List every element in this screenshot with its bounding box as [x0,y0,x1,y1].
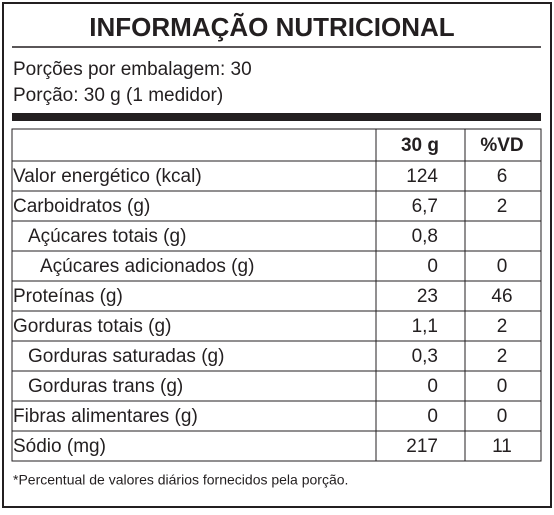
row-label: Carboidratos (g) [13,196,150,217]
footnote: *Percentual de valores diários fornecido… [13,472,348,488]
row-amount: 0 [427,376,438,397]
row-label: Gorduras totais (g) [13,316,171,337]
row-label: Gorduras trans (g) [28,376,183,397]
column-header: %VD [480,135,523,156]
column-header: 30 g [401,135,439,156]
row-label: Gorduras saturadas (g) [28,346,224,367]
row-amount: 217 [406,436,438,457]
row-dv: 0 [497,256,508,277]
row-amount: 0,3 [412,346,438,367]
row-amount: 6,7 [412,196,438,217]
row-dv: 46 [491,286,512,307]
row-amount: 0,8 [412,226,438,247]
row-amount: 0 [427,256,438,277]
row-amount: 0 [427,406,438,427]
servings: Porções por embalagem: 30 [13,59,252,80]
row-label: Açúcares adicionados (g) [40,256,254,277]
table: 30 g %VD Valor energético (kcal) 124 6 Carb… [11,128,542,462]
row-label: Sódio (mg) [13,436,106,457]
row-dv: 2 [497,196,508,217]
row-dv: 2 [497,346,508,367]
row-dv: 11 [492,436,512,457]
table-border [11,128,542,462]
label-border [2,2,552,508]
row-label: Fibras alimentares (g) [13,406,198,427]
row-label: Açúcares totais (g) [28,226,186,247]
row-label: Valor energético (kcal) [13,166,202,187]
row-dv: 2 [497,316,508,337]
row-amount: 23 [417,286,438,307]
row-amount: 1,1 [412,316,438,337]
row-dv: 0 [497,406,508,427]
row-dv: 0 [497,376,508,397]
row-dv: 6 [497,166,508,187]
title: INFORMAÇÃO NUTRICIONAL [89,12,455,42]
portion: Porção: 30 g (1 medidor) [13,85,223,106]
thick-rule [12,113,541,121]
row-label: Proteínas (g) [13,286,123,307]
row-amount: 124 [406,166,438,187]
